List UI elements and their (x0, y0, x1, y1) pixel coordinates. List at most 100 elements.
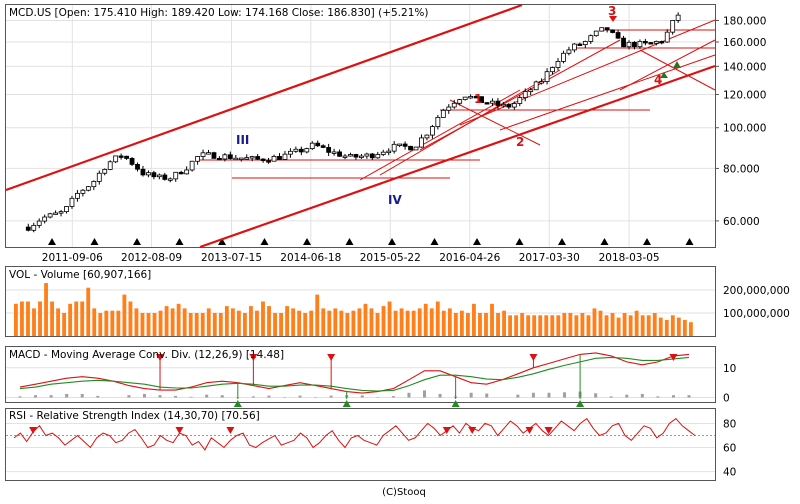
candle-up (272, 156, 276, 161)
volume-bar (231, 308, 235, 336)
macd-histogram-bar (190, 397, 193, 398)
candle-down (485, 103, 489, 105)
candle-down (212, 153, 216, 159)
candle-up (387, 151, 391, 153)
volume-bar (219, 313, 223, 336)
volume-bar (213, 313, 217, 336)
volume-bar (147, 313, 151, 336)
candle-up (458, 100, 462, 104)
volume-bar (689, 322, 693, 336)
volume-bar (520, 313, 524, 336)
volume-bar (333, 308, 337, 336)
macd-histogram-bar (174, 396, 177, 398)
macd-histogram-bar (330, 396, 333, 398)
price-y-tick-label: 100.000 (723, 123, 766, 135)
volume-bar (62, 313, 66, 336)
volume-bar (86, 288, 90, 336)
volume-bar (683, 320, 687, 336)
volume-bar (400, 308, 404, 336)
candle-up (545, 72, 549, 82)
volume-bar (562, 313, 566, 336)
macd-histogram-bar (81, 394, 84, 398)
volume-bar (587, 315, 591, 336)
candle-up (223, 155, 227, 159)
volume-bar (116, 311, 120, 336)
date-axis-label: 2016-04-26 (439, 252, 500, 264)
candle-up (583, 41, 587, 44)
candle-up (114, 156, 118, 162)
candle-up (561, 53, 565, 61)
candle-up (398, 144, 402, 146)
volume-bar (653, 313, 657, 336)
date-axis-label: 2012-08-09 (121, 252, 182, 264)
volume-bar (382, 306, 386, 336)
candle-down (119, 156, 123, 158)
rsi-panel-title: RSI - Relative Strength Index (14,30,70)… (9, 410, 260, 422)
candle-up (32, 225, 36, 230)
candle-up (419, 138, 423, 147)
volume-bar (623, 313, 627, 336)
wave-label-1: 1 (474, 92, 482, 106)
volume-bar (122, 295, 126, 336)
volume-bar (388, 302, 392, 337)
candle-down (403, 144, 407, 146)
date-axis-label: 2015-05-22 (360, 252, 421, 264)
volume-y-tick-label: 200,000,000 (723, 285, 790, 297)
candle-up (288, 151, 292, 154)
volume-bar (406, 311, 410, 336)
volume-bar (351, 311, 355, 336)
candle-down (179, 172, 183, 174)
volume-bar (394, 311, 398, 336)
volume-bar (80, 302, 84, 337)
candle-down (660, 41, 664, 43)
volume-bar (249, 306, 253, 336)
price-panel-title: MCD.US [Open: 175.410 High: 189.420 Low:… (9, 7, 428, 19)
macd-histogram-bar (423, 390, 426, 397)
volume-bar (550, 315, 554, 336)
volume-bar (574, 315, 578, 336)
candle-down (321, 146, 325, 148)
candle-up (671, 20, 675, 32)
volume-bar (611, 313, 615, 336)
candle-up (43, 217, 47, 221)
candle-down (616, 33, 620, 39)
macd-histogram-bar (143, 394, 146, 398)
candle-down (299, 149, 303, 152)
volume-bar (358, 308, 362, 336)
candle-down (261, 159, 265, 161)
candle-up (365, 154, 369, 156)
volume-bar (599, 311, 603, 336)
volume-bar (442, 311, 446, 336)
volume-bar (74, 302, 78, 337)
volume-bar (44, 283, 48, 336)
volume-bar (20, 302, 24, 337)
wave-label-3: 3 (608, 4, 616, 18)
volume-bar (345, 313, 349, 336)
volume-bar (605, 315, 609, 336)
volume-bar (68, 304, 72, 336)
volume-bar (677, 318, 681, 336)
macd-histogram-bar (19, 396, 22, 397)
volume-bar (659, 318, 663, 336)
price-y-tick-label: 120.000 (723, 89, 766, 101)
volume-bar (159, 311, 163, 336)
candle-down (163, 175, 167, 179)
candle-up (529, 90, 533, 92)
candle-up (174, 172, 178, 179)
candle-up (447, 107, 451, 110)
volume-bar (32, 308, 36, 336)
candle-down (496, 101, 500, 105)
candle-up (392, 144, 396, 151)
volume-bar (665, 320, 669, 336)
volume-bar (514, 315, 518, 336)
macd-histogram-bar (625, 395, 628, 398)
volume-bar (98, 313, 102, 336)
candle-down (354, 154, 358, 157)
volume-bar (454, 313, 458, 336)
volume-bar (225, 306, 229, 336)
candle-up (206, 153, 210, 155)
candle-up (600, 28, 604, 31)
volume-bar (189, 313, 193, 336)
volume-bar (303, 313, 307, 336)
